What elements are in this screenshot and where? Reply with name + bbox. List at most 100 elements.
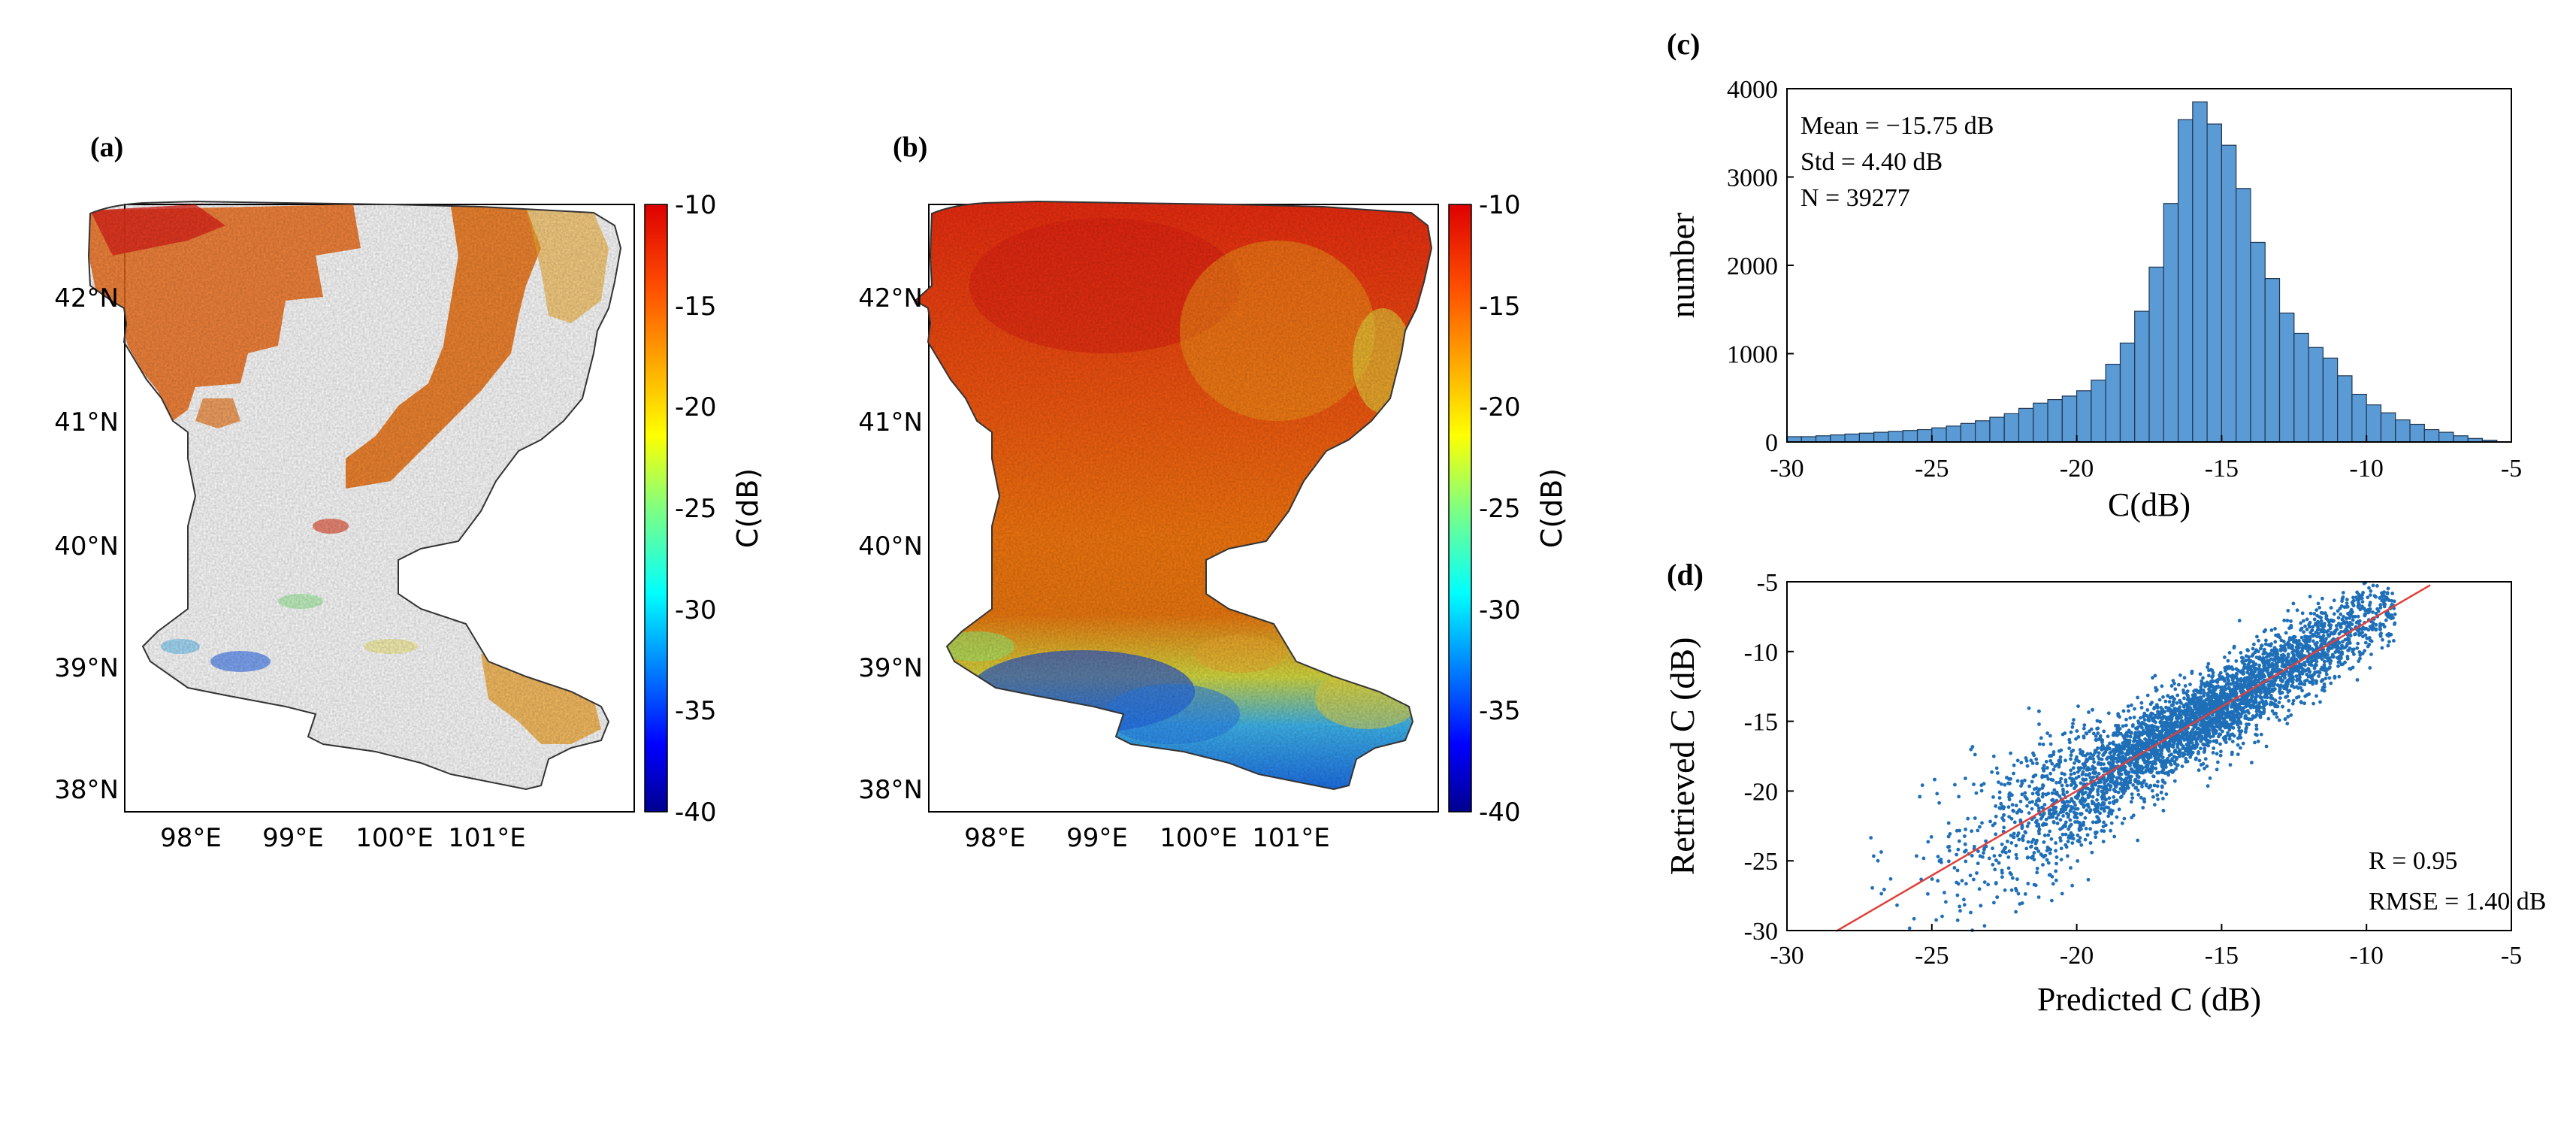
scatter-point	[2106, 734, 2110, 739]
scatter-point	[2115, 728, 2120, 731]
scatter-point	[2337, 631, 2342, 636]
scatter-point	[2100, 757, 2104, 761]
scatter-point	[2292, 660, 2296, 664]
scatter-point	[2242, 680, 2246, 683]
scatter-point	[2009, 816, 2014, 821]
scatter-point	[2150, 752, 2154, 756]
lat-tick: 40°N	[54, 531, 119, 561]
scatter-point	[1973, 816, 1977, 820]
scatter-point	[2355, 678, 2360, 682]
scatter-point	[2034, 846, 2039, 851]
scatter-point	[2227, 686, 2231, 690]
scatter-point	[2073, 820, 2077, 824]
scatter-point	[2341, 591, 2345, 595]
scatter-point	[2033, 773, 2038, 777]
scatter-point	[2230, 732, 2235, 737]
scatter-point	[2211, 673, 2215, 678]
scatter-point	[2048, 758, 2053, 763]
histogram-bar	[2003, 413, 2020, 443]
scatter-point	[2009, 872, 2013, 876]
lon-tick: 100°E	[355, 823, 433, 853]
scatter-point	[2226, 673, 2230, 678]
scatter-point	[2079, 843, 2084, 847]
scatter-point	[2266, 716, 2271, 721]
scatter-point	[2310, 628, 2314, 632]
scatter-point	[2040, 786, 2045, 790]
scatter-point	[2309, 659, 2314, 664]
scatter-point	[2091, 707, 2094, 712]
scatter-point	[2314, 631, 2318, 634]
scatter-point	[2086, 877, 2091, 882]
scatter-point	[2136, 766, 2141, 770]
scatter-point	[1972, 782, 1976, 786]
scatter-point	[2036, 822, 2040, 826]
scatter-point	[2355, 590, 2360, 595]
scatter-point	[1960, 879, 1964, 883]
scatter-point	[2314, 608, 2319, 612]
scatter-point	[1869, 836, 1873, 840]
scatter-point	[2172, 739, 2176, 743]
scatter-point	[2232, 710, 2236, 714]
scatter-point	[2091, 753, 2095, 758]
scatter-point	[2145, 759, 2150, 764]
scatter-point	[2237, 619, 2242, 623]
scatter-point	[2319, 619, 2324, 623]
scatter-point	[1982, 880, 1987, 884]
scatter-point	[2051, 807, 2055, 812]
scatter-point	[2222, 718, 2227, 722]
scatter-point	[1946, 821, 1951, 825]
scatter-point	[2146, 743, 2151, 748]
scatter-point	[2274, 654, 2278, 658]
histogram-bar	[2438, 431, 2454, 443]
scatter-point	[2317, 670, 2322, 675]
scatter-point	[2371, 610, 2375, 614]
scatter-point	[2159, 719, 2163, 724]
scatter-point	[2066, 854, 2070, 858]
scatter-point	[2029, 758, 2033, 763]
scatter-point	[2382, 590, 2387, 595]
scatter-point	[1955, 880, 1959, 885]
scatter-point	[2082, 734, 2086, 738]
scatter-point	[2172, 736, 2176, 740]
scatter-point	[2350, 622, 2354, 626]
scatter-point	[1998, 807, 2003, 810]
scatter-point	[2348, 641, 2352, 645]
scatter-point	[1992, 900, 1996, 905]
scatter-point	[2161, 809, 2166, 813]
scatter-point	[2017, 837, 2021, 842]
scatter-point	[1991, 795, 1995, 799]
scatter-point	[2348, 634, 2353, 638]
scatter-point	[2104, 785, 2108, 788]
scatter-point	[2130, 792, 2134, 796]
scatter-point	[2239, 722, 2243, 725]
scatter-point	[2305, 659, 2310, 664]
scatter-point	[2251, 646, 2255, 651]
scatter-point	[2237, 735, 2242, 739]
scatter-point	[2041, 863, 2045, 867]
scatter-point	[2088, 752, 2093, 756]
scatter-point	[2086, 795, 2091, 800]
scatter-point	[2131, 723, 2135, 727]
scatter-point	[2151, 729, 2156, 734]
scatter-point	[2085, 808, 2089, 813]
scatter-point	[2216, 684, 2220, 689]
scatter-point	[2128, 734, 2133, 739]
scatter-point	[2026, 855, 2030, 859]
scatter-point	[2136, 779, 2141, 783]
scatter-point	[2044, 759, 2048, 764]
histogram-bar	[1931, 427, 1947, 443]
scatter-point	[2258, 710, 2263, 715]
scatter-point	[2218, 753, 2223, 758]
scatter-point	[1963, 834, 1967, 838]
stat-mean: Mean = −15.75 dB	[1800, 112, 1994, 140]
scatter-point	[2129, 760, 2133, 764]
scatter-point	[2025, 824, 2030, 828]
scatter-point	[1998, 853, 2002, 858]
scatter-point	[2230, 750, 2234, 755]
scatter-point	[2321, 627, 2325, 631]
scatter-point	[2262, 711, 2266, 716]
scatter-point	[2235, 680, 2239, 685]
scatter-point	[2206, 734, 2210, 738]
scatter-point	[2238, 698, 2242, 702]
scatter-point	[2314, 621, 2318, 625]
